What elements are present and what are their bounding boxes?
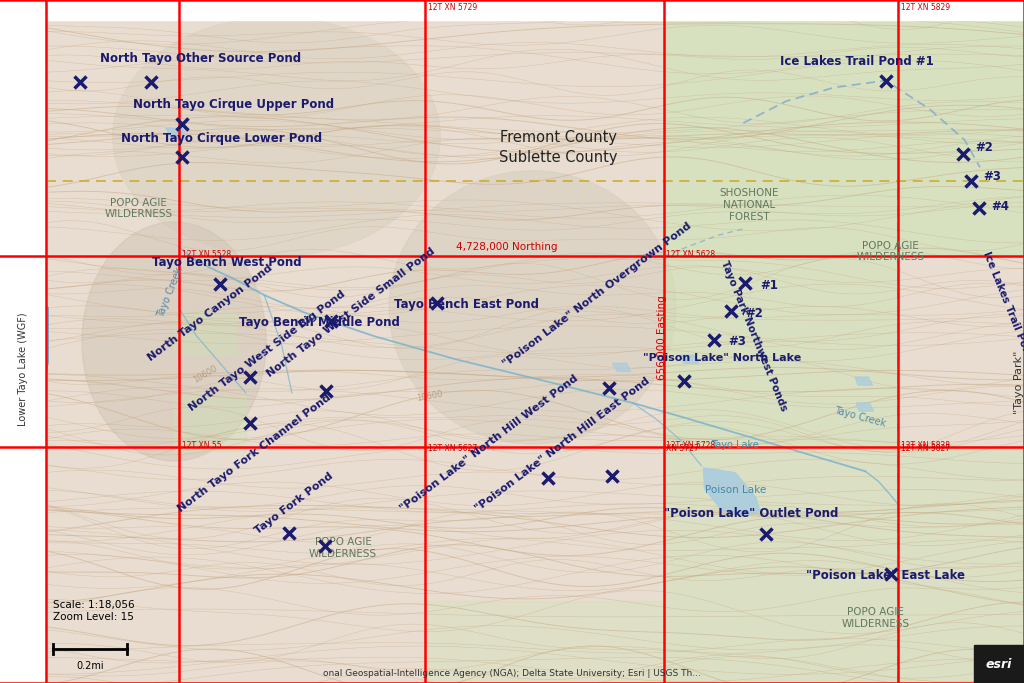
Text: 4,728,000 Northing: 4,728,000 Northing — [456, 242, 558, 252]
Text: Tayo Park Northwest Ponds: Tayo Park Northwest Ponds — [719, 260, 788, 413]
Polygon shape — [703, 468, 760, 516]
Bar — [0, 0, 1024, 20]
Text: "Poison Lake" North Lake: "Poison Lake" North Lake — [643, 353, 802, 363]
Text: onal Geospatial-Intelligence Agency (NGA); Delta State University; Esri | USGS T: onal Geospatial-Intelligence Agency (NGA… — [323, 669, 701, 678]
Text: North Tayo West Side Small Pond: North Tayo West Side Small Pond — [265, 246, 437, 379]
Polygon shape — [31, 301, 48, 389]
Text: Lower Tayo Lake (WGF): Lower Tayo Lake (WGF) — [17, 312, 28, 426]
Text: #2: #2 — [745, 307, 763, 320]
Text: 10600: 10600 — [417, 389, 443, 403]
Text: North Tayo Canyon Pond: North Tayo Canyon Pond — [145, 263, 274, 363]
Bar — [174, 396, 246, 451]
Text: 12T XN 5828: 12T XN 5828 — [901, 441, 950, 450]
Text: Tayo Bench Middle Pond: Tayo Bench Middle Pond — [239, 316, 399, 329]
Text: POPO AGIE
WILDERNESS: POPO AGIE WILDERNESS — [104, 197, 172, 219]
Text: Ice Lakes Trail Ponds: Ice Lakes Trail Ponds — [981, 251, 1024, 368]
Text: Sublette County: Sublette County — [499, 150, 617, 165]
Ellipse shape — [82, 222, 266, 461]
Polygon shape — [679, 355, 698, 363]
Text: 12T XN 5627: 12T XN 5627 — [428, 444, 477, 453]
Text: North Tayo Cirque Upper Pond: North Tayo Cirque Upper Pond — [133, 98, 334, 111]
Text: Tayo Bench West Pond: Tayo Bench West Pond — [152, 256, 301, 269]
Ellipse shape — [389, 171, 676, 444]
Text: North Tayo Fork Channel Pond: North Tayo Fork Channel Pond — [176, 392, 333, 514]
Text: 12T XN 55: 12T XN 55 — [182, 441, 222, 450]
Text: Tayo Lake: Tayo Lake — [712, 441, 759, 450]
Text: POPO AGIE
WILDERNESS: POPO AGIE WILDERNESS — [842, 607, 909, 629]
Ellipse shape — [113, 17, 440, 256]
Text: "Poison Lake" North Overgrown Pond: "Poison Lake" North Overgrown Pond — [501, 221, 693, 369]
Polygon shape — [612, 363, 631, 372]
Text: SHOSHONE
NATIONAL
FOREST: SHOSHONE NATIONAL FOREST — [720, 189, 779, 221]
Text: #3: #3 — [983, 170, 1000, 183]
Text: Tayo Bench East Pond: Tayo Bench East Pond — [394, 298, 540, 311]
Text: North Tayo Other Source Pond: North Tayo Other Source Pond — [100, 52, 301, 65]
Polygon shape — [855, 377, 872, 385]
Text: 12T XN 5729: 12T XN 5729 — [428, 3, 477, 12]
Text: #1: #1 — [760, 279, 777, 292]
Text: Tayo Creek: Tayo Creek — [834, 405, 887, 428]
Text: North Tayo Cirque Lower Pond: North Tayo Cirque Lower Pond — [121, 132, 322, 145]
Bar — [0, 0, 46, 683]
Text: "Poison Lake" East Lake: "Poison Lake" East Lake — [806, 569, 965, 582]
Text: 12T XN 5528: 12T XN 5528 — [182, 250, 231, 259]
Text: esri: esri — [986, 658, 1012, 671]
Text: POPO AGIE
WILDERNESS: POPO AGIE WILDERNESS — [857, 240, 925, 262]
Bar — [664, 0, 1024, 256]
Text: "Tayo Park": "Tayo Park" — [1014, 351, 1024, 414]
Text: 0.2mi: 0.2mi — [77, 661, 103, 671]
Text: 10600: 10600 — [191, 364, 218, 385]
Bar — [174, 314, 236, 355]
Text: POPO AGIE
WILDERNESS: POPO AGIE WILDERNESS — [309, 537, 377, 559]
Text: "Poison Lake" North Hill West Pond: "Poison Lake" North Hill West Pond — [398, 373, 581, 514]
Text: Scale: 1:18,056
Zoom Level: 15: Scale: 1:18,056 Zoom Level: 15 — [53, 600, 135, 622]
Polygon shape — [856, 403, 873, 411]
Text: 12T XN 5728: 12T XN 5728 — [666, 441, 715, 450]
Bar — [974, 645, 1024, 683]
Polygon shape — [166, 128, 186, 139]
Text: Ice Lakes Trail Pond #1: Ice Lakes Trail Pond #1 — [780, 55, 934, 68]
Text: 12T XN 5829: 12T XN 5829 — [901, 3, 950, 12]
Bar — [425, 601, 664, 683]
Text: "Poison Lake" North Hill East Pond: "Poison Lake" North Hill East Pond — [473, 376, 651, 514]
Text: "Poison Lake" Outlet Pond: "Poison Lake" Outlet Pond — [664, 507, 838, 520]
Text: 12T XN 5628: 12T XN 5628 — [666, 250, 715, 259]
Bar — [664, 256, 898, 447]
Text: 656,000 Easting: 656,000 Easting — [656, 296, 667, 380]
Text: 12T XN 5827: 12T XN 5827 — [901, 444, 950, 453]
Text: Fremont County: Fremont County — [500, 130, 616, 145]
Bar — [664, 447, 1024, 683]
Text: #4: #4 — [991, 200, 1010, 213]
Text: Poison Lake: Poison Lake — [705, 485, 766, 494]
Text: #3: #3 — [728, 335, 745, 348]
Text: #2: #2 — [975, 141, 992, 154]
Text: XN 5727: XN 5727 — [666, 444, 698, 453]
Text: Tayo Creek: Tayo Creek — [156, 266, 184, 319]
Text: Tayo Fork Pond: Tayo Fork Pond — [253, 471, 335, 536]
Text: North Tayo West Side Big Pond: North Tayo West Side Big Pond — [186, 289, 347, 413]
